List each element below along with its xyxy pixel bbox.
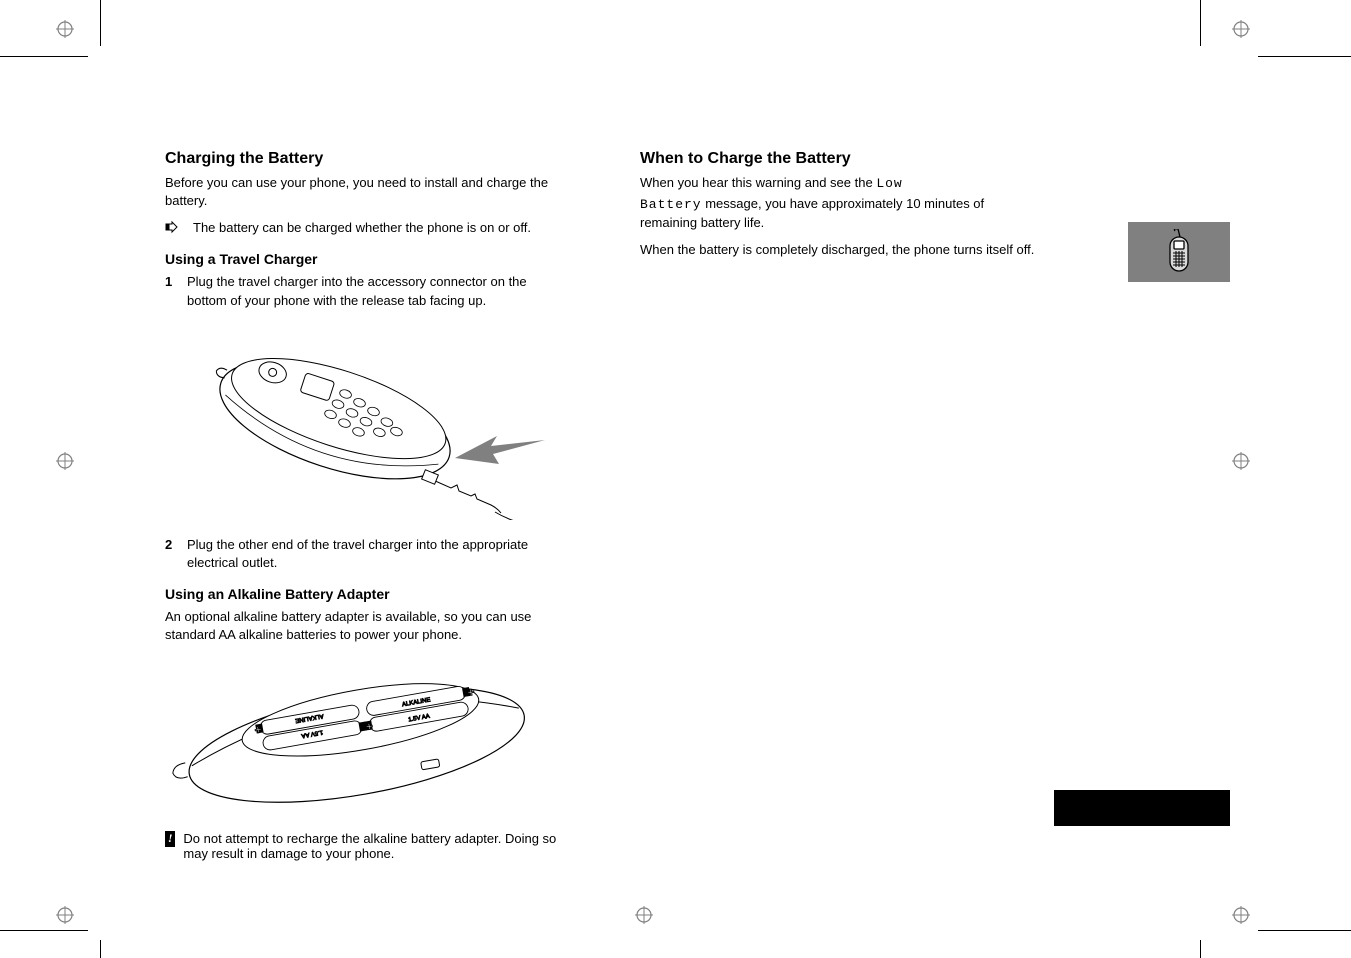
body-paragraph: Battery message, you have approximately …	[640, 195, 1040, 232]
pointing-hand-icon	[165, 220, 185, 237]
subsection-heading: Using a Travel Charger	[165, 251, 565, 267]
crop-rule	[0, 56, 88, 57]
right-column: When to Charge the Battery When you hear…	[640, 150, 1040, 267]
section-heading: Charging the Battery	[165, 150, 565, 168]
crop-mark-icon	[1232, 20, 1250, 38]
note-row: The battery can be charged whether the p…	[165, 220, 565, 237]
crop-mark-icon	[56, 906, 74, 924]
figure-alkaline-adapter: ALKALINE 1.5V AA ALKALINE	[165, 655, 565, 815]
crop-rule	[0, 930, 88, 931]
side-tab	[1128, 222, 1230, 282]
step-number: 2	[165, 536, 181, 572]
note-text: The battery can be charged whether the p…	[193, 220, 531, 235]
exclaim-icon: !	[165, 831, 175, 847]
para-text: When you hear this warning and see the	[640, 175, 876, 190]
lcd-text: Low	[876, 176, 902, 191]
phone-icon	[1165, 229, 1193, 275]
step-text: Plug the other end of the travel charger…	[187, 536, 565, 572]
crop-rule	[1258, 56, 1351, 57]
caution-row: ! Do not attempt to recharge the alkalin…	[165, 831, 565, 861]
left-page: Charging the Battery Before you can use …	[0, 0, 590, 954]
step-item: 1 Plug the travel charger into the acces…	[165, 273, 565, 309]
right-page: When to Charge the Battery When you hear…	[640, 0, 1230, 954]
figure-travel-charger	[165, 320, 565, 520]
section-heading: When to Charge the Battery	[640, 150, 1040, 168]
left-column: Charging the Battery Before you can use …	[165, 150, 565, 861]
step-item: 2 Plug the other end of the travel charg…	[165, 536, 565, 572]
crop-mark-icon	[56, 452, 74, 470]
svg-text:+: +	[466, 684, 475, 699]
intro-paragraph: An optional alkaline battery adapter is …	[165, 608, 565, 644]
crop-rule	[1258, 930, 1351, 931]
crop-rule	[1200, 940, 1201, 958]
intro-paragraph: Before you can use your phone, you need …	[165, 174, 565, 210]
crop-mark-icon	[56, 20, 74, 38]
step-number: 1	[165, 273, 181, 309]
caution-text: Do not attempt to recharge the alkaline …	[183, 831, 565, 861]
crop-rule	[100, 0, 101, 46]
crop-rule	[100, 940, 101, 958]
body-paragraph: When you hear this warning and see the L…	[640, 174, 1040, 193]
step-text: Plug the travel charger into the accesso…	[187, 273, 565, 309]
subsection-heading: Using an Alkaline Battery Adapter	[165, 586, 565, 602]
body-paragraph: When the battery is completely discharge…	[640, 241, 1040, 259]
crop-rule	[1200, 0, 1201, 46]
crop-mark-icon	[1232, 906, 1250, 924]
lcd-text: Battery	[640, 197, 702, 212]
page-number-box	[1054, 790, 1230, 826]
crop-mark-icon	[1232, 452, 1250, 470]
